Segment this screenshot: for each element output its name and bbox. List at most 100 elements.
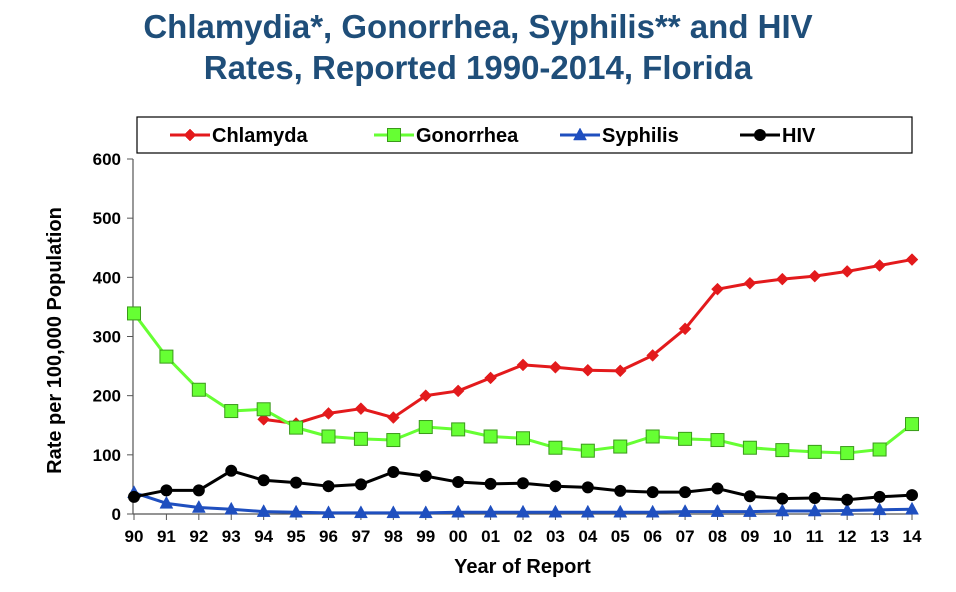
gonorrhea-point: [256, 402, 271, 417]
x-tick-label: 01: [481, 527, 500, 546]
chlamyda-point: [354, 402, 368, 416]
gonorrhea-point: [645, 429, 660, 444]
gonorrhea-point: [353, 431, 368, 446]
y-tick-label: 400: [93, 268, 121, 287]
hiv-point: [711, 482, 724, 495]
gonorrhea-point: [580, 443, 595, 458]
legend-item-hiv: HIV: [740, 125, 816, 147]
hiv-point: [614, 484, 627, 497]
chlamyda-line: [263, 258, 913, 425]
syphilis-point: [483, 504, 498, 518]
series-gonorrhea: [127, 306, 919, 461]
legend-label: Syphilis: [602, 125, 679, 147]
syphilis-point: [191, 499, 206, 513]
legend-item-syphilis: Syphilis: [560, 125, 679, 147]
legend-marker: [754, 129, 766, 141]
legend-label: Gonorrhea: [416, 125, 519, 147]
chart-title-line-2: Rates, Reported 1990-2014, Florida: [203, 49, 753, 86]
syphilis-point: [516, 504, 530, 518]
hiv-point: [646, 486, 659, 499]
chlamyda-point: [808, 269, 822, 283]
y-tick-label: 100: [93, 446, 121, 465]
hiv-point: [290, 476, 303, 489]
series-syphilis: [127, 485, 919, 519]
chlamyda-point: [613, 364, 627, 378]
x-tick-label: 98: [384, 527, 403, 546]
gonorrhea-point: [451, 422, 466, 437]
hiv-point: [128, 490, 140, 503]
chlamyda-point: [743, 276, 757, 290]
chlamyda-point: [711, 282, 724, 296]
gonorrhea-point: [710, 433, 725, 448]
y-tick-label: 500: [93, 209, 121, 228]
chart-title-line-1: Chlamydia*, Gonorrhea, Syphilis** and HI…: [143, 8, 813, 45]
chlamyda-point: [257, 412, 271, 426]
series-chlamyda: [257, 253, 919, 430]
x-tick-label: 09: [740, 527, 759, 546]
syphilis-point: [840, 502, 855, 516]
chlamyda-point: [646, 349, 660, 362]
chlamyda-point: [451, 384, 465, 398]
series-hiv: [128, 464, 918, 506]
gonorrhea-point: [127, 306, 141, 321]
legend-marker: [387, 128, 401, 142]
gonorrhea-point: [872, 442, 887, 457]
gonorrhea-point: [775, 443, 790, 458]
x-tick-label: 91: [157, 527, 176, 546]
syphilis-point: [321, 505, 336, 519]
hiv-point: [419, 470, 432, 483]
gonorrhea-point: [613, 439, 628, 454]
chlamyda-point: [873, 259, 886, 272]
chlamyda-point: [484, 371, 497, 385]
hiv-point: [322, 480, 335, 493]
syphilis-point: [678, 504, 693, 517]
hiv-point: [679, 486, 692, 499]
x-tick-label: 12: [838, 527, 857, 546]
syphilis-point: [613, 504, 628, 518]
chlamyda-point: [386, 411, 400, 424]
legend-marker: [573, 127, 587, 141]
syphilis-point: [775, 503, 790, 517]
syphilis-point: [742, 504, 757, 517]
chlamyda-point: [775, 272, 789, 286]
syphilis-point: [872, 502, 887, 516]
gonorrhea-point: [807, 444, 822, 459]
x-tick-label: 90: [125, 527, 144, 546]
x-tick-label: 08: [708, 527, 727, 546]
gonorrhea-point: [321, 429, 336, 444]
hiv-point: [484, 477, 497, 490]
x-tick-label: 03: [546, 527, 565, 546]
chlamyda-point: [322, 407, 335, 420]
x-tick-label: 93: [222, 527, 241, 546]
hiv-point: [743, 490, 756, 503]
x-tick-label: 04: [578, 527, 597, 546]
x-tick-label: 97: [351, 527, 370, 546]
gonorrhea-point: [418, 420, 433, 435]
syphilis-point: [645, 504, 660, 518]
syphilis-point: [548, 504, 563, 518]
hiv-point: [225, 464, 238, 477]
legend-box: [136, 116, 913, 154]
y-tick-label: 0: [112, 505, 121, 524]
hiv-point: [841, 493, 854, 506]
syphilis-point: [418, 505, 433, 519]
x-tick-label: 14: [903, 527, 922, 546]
syphilis-point: [224, 501, 239, 515]
hiv-point: [906, 489, 918, 502]
chlamyda-point: [905, 253, 919, 266]
syphilis-point: [451, 504, 466, 518]
chlamyda-point: [678, 322, 692, 336]
legend-label: Chlamyda: [212, 125, 308, 147]
chlamyda-point: [516, 358, 530, 372]
chlamyda-point: [840, 265, 854, 278]
x-tick-label: 06: [643, 527, 662, 546]
syphilis-point: [256, 504, 271, 517]
x-axis-title: Year of Report: [454, 556, 591, 578]
gonorrhea-point: [224, 404, 239, 419]
legend-item-chlamyda: Chlamyda: [170, 125, 308, 147]
legend-item-gonorrhea: Gonorrhea: [374, 125, 519, 147]
x-tick-label: 00: [449, 527, 468, 546]
x-tick-label: 02: [514, 527, 533, 546]
hiv-point: [160, 484, 173, 497]
